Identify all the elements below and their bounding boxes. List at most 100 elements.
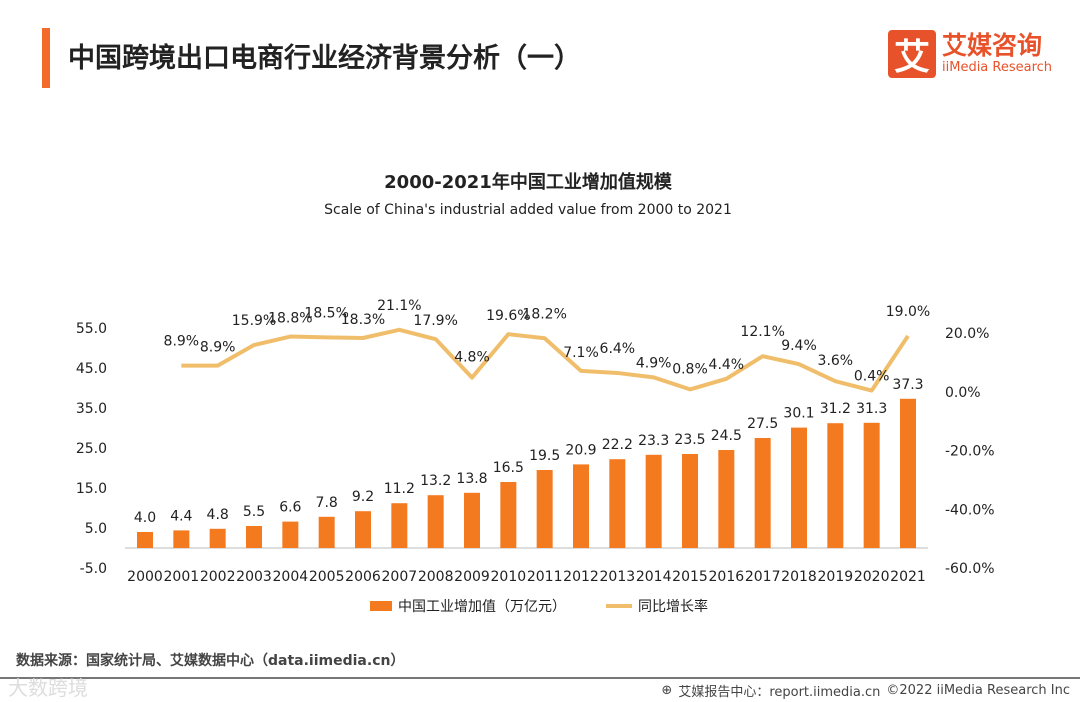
bar <box>754 438 771 548</box>
bar <box>464 492 480 548</box>
right-tick-label: 0.0% <box>945 385 981 401</box>
bar <box>500 482 517 548</box>
bar <box>791 427 807 548</box>
x-tick-label: 2012 <box>563 569 599 585</box>
bar-data-label: 6.6 <box>279 500 301 516</box>
x-tick-label: 2008 <box>418 569 454 585</box>
watermark: 大数跨境 <box>8 676 88 700</box>
page-title: 中国跨境出口电商行业经济背景分析（一） <box>68 43 581 74</box>
bar <box>246 526 262 548</box>
line-data-label: 7.1% <box>563 345 599 361</box>
x-tick-label: 2005 <box>309 569 345 585</box>
legend-bar-swatch <box>370 601 392 611</box>
bar <box>427 495 444 548</box>
x-tick-label: 2006 <box>345 569 381 585</box>
bar-data-label: 13.8 <box>456 471 487 487</box>
bar-data-label: 22.2 <box>602 437 633 453</box>
legend-bar-label: 中国工业增加值（万亿元） <box>398 599 566 615</box>
bar <box>137 532 153 548</box>
x-tick-label: 2011 <box>527 569 563 585</box>
x-tick-label: 2002 <box>200 569 236 585</box>
globe-icon: ⊕ <box>661 683 673 698</box>
growth-line <box>181 327 910 393</box>
bar <box>173 530 190 548</box>
left-tick-label: 25.0 <box>76 441 107 457</box>
right-tick-label: -40.0% <box>945 502 995 518</box>
bar-data-label: 19.5 <box>529 448 560 464</box>
line-data-label: 18.3% <box>341 312 385 328</box>
x-tick-label: 2009 <box>454 569 490 585</box>
line-data-label: 8.9% <box>164 334 200 350</box>
logo: 艾 艾媒咨询 iiMedia Research <box>888 30 1052 78</box>
right-tick-label: -20.0% <box>945 444 995 460</box>
bar-data-label: 24.5 <box>711 428 742 444</box>
data-source: 数据来源：国家统计局、艾媒数据中心（data.iimedia.cn） <box>16 653 405 669</box>
line-data-label: 9.4% <box>781 338 817 354</box>
x-tick-label: 2010 <box>491 569 527 585</box>
right-tick-label: 20.0% <box>945 326 989 342</box>
bar-data-label: 37.3 <box>892 377 923 393</box>
logo-mark: 艾 <box>888 30 936 78</box>
line-data-label: 4.8% <box>454 350 490 366</box>
bar <box>282 521 299 548</box>
line-data-label: 4.9% <box>636 355 672 371</box>
line-data-label: 19.6% <box>486 308 530 324</box>
line-data-label: 3.6% <box>818 353 854 369</box>
logo-en: iiMedia Research <box>942 60 1053 75</box>
x-tick-label: 2014 <box>636 569 672 585</box>
bar <box>391 503 408 548</box>
line-data-label: 18.2% <box>522 306 566 322</box>
bar <box>609 459 626 548</box>
bar-data-label: 4.4 <box>170 508 192 524</box>
x-tick-label: 2020 <box>854 569 890 585</box>
line-data-label: 6.4% <box>600 341 636 357</box>
x-tick-label: 2021 <box>890 569 926 585</box>
line-data-label: 8.9% <box>200 340 236 356</box>
bar-data-label: 4.8 <box>207 507 229 523</box>
logo-cn: 艾媒咨询 <box>942 31 1043 60</box>
legend: 中国工业增加值（万亿元） 同比增长率 <box>370 596 708 616</box>
bar <box>209 528 226 548</box>
bar-data-label: 7.8 <box>316 495 338 511</box>
bar <box>645 454 662 548</box>
bar <box>682 454 698 548</box>
bar-data-label: 13.2 <box>420 473 451 489</box>
bar-data-label: 23.5 <box>674 432 705 448</box>
x-tick-label: 2007 <box>382 569 418 585</box>
line-data-label: 15.9% <box>232 313 276 329</box>
bar-data-label: 20.9 <box>565 442 596 458</box>
title-accent-bar <box>42 28 50 88</box>
x-tick-label: 2017 <box>745 569 781 585</box>
chart-subtitle: Scale of China's industrial added value … <box>324 202 732 218</box>
x-tick-label: 2001 <box>164 569 200 585</box>
bar-data-label: 31.2 <box>820 401 851 417</box>
bar <box>536 470 553 548</box>
legend-line-swatch <box>606 604 632 608</box>
bar <box>827 423 844 548</box>
x-tick-label: 2000 <box>127 569 163 585</box>
left-tick-label: 55.0 <box>76 321 107 337</box>
x-tick-label: 2016 <box>709 569 745 585</box>
bar-data-label: 5.5 <box>243 504 265 520</box>
right-tick-label: -60.0% <box>945 561 995 577</box>
footer-copyright: ©2022 iiMedia Research Inc <box>886 683 1070 698</box>
line-data-label: 17.9% <box>413 313 457 329</box>
x-tick-label: 2015 <box>672 569 708 585</box>
bar-data-label: 4.0 <box>134 510 156 526</box>
line-data-label: 12.1% <box>740 324 784 340</box>
bar <box>573 464 589 548</box>
bar-data-label: 30.1 <box>783 406 814 422</box>
x-tick-label: 2013 <box>600 569 636 585</box>
footer: ⊕ 艾媒报告中心：report.iimedia.cn ©2022 iiMedia… <box>661 681 1070 700</box>
left-tick-label: 45.0 <box>76 361 107 377</box>
x-tick-label: 2018 <box>781 569 817 585</box>
x-tick-label: 2019 <box>818 569 854 585</box>
bar <box>318 516 335 548</box>
bar-data-label: 27.5 <box>747 416 778 432</box>
line-data-label: 0.4% <box>854 369 890 385</box>
bar-data-label: 11.2 <box>384 481 415 497</box>
bar-data-label: 23.3 <box>638 433 669 449</box>
bar <box>718 450 735 548</box>
line-data-label: 4.4% <box>709 357 745 373</box>
line-data-label: 18.8% <box>268 311 312 327</box>
